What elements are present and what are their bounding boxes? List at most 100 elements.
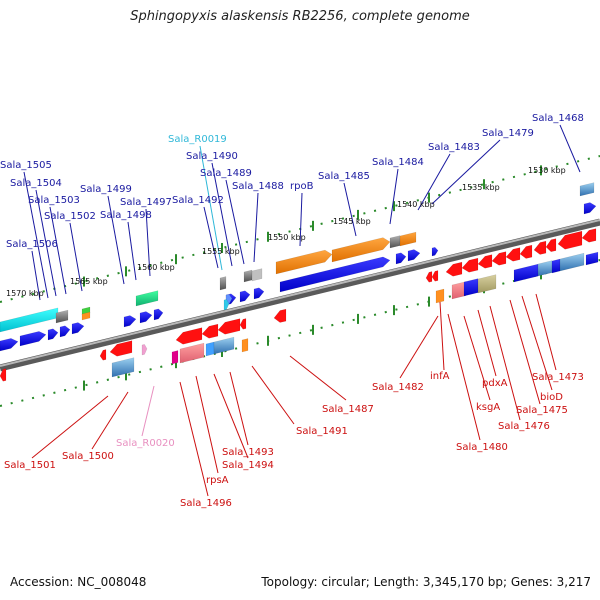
gene-feature-reverse[interactable]	[513, 263, 539, 283]
gene-feature-forward[interactable]	[139, 311, 153, 324]
gene-label[interactable]: Sala_1503	[28, 195, 80, 206]
gene-label[interactable]: pdxA	[482, 378, 508, 389]
gene-label[interactable]: Sala_1494	[222, 460, 274, 471]
gene-label[interactable]: Sala_1485	[318, 171, 370, 182]
gene-feature-reverse[interactable]	[451, 281, 467, 300]
gene-feature-forward[interactable]	[47, 328, 59, 341]
gene-feature-reverse[interactable]	[559, 252, 585, 272]
gene-feature-forward[interactable]	[407, 249, 421, 262]
gene-label[interactable]: Sala_1480	[456, 442, 508, 453]
gene-label[interactable]: Sala_1502	[44, 211, 96, 222]
gene-feature-reverse[interactable]	[109, 340, 133, 357]
gene-label[interactable]: Sala_1500	[62, 451, 114, 462]
gene-feature-forward[interactable]	[389, 235, 401, 249]
gene-feature-forward[interactable]	[135, 290, 159, 307]
gene-feature-reverse[interactable]	[545, 238, 557, 253]
gene-label[interactable]: Sala_1496	[180, 498, 232, 509]
gene-label[interactable]: Sala_1493	[222, 447, 274, 458]
gene-feature-reverse[interactable]	[175, 327, 203, 345]
gene-feature-reverse[interactable]	[491, 251, 507, 266]
gene-feature-reverse[interactable]	[273, 308, 287, 323]
gene-feature-reverse[interactable]	[461, 257, 479, 273]
gene-label[interactable]: Sala_1498	[100, 210, 152, 221]
gene-feature-forward[interactable]	[243, 269, 253, 283]
gene-feature-reverse[interactable]	[431, 270, 439, 282]
gene-label[interactable]: infA	[430, 371, 450, 382]
gene-label[interactable]: Sala_1479	[482, 128, 534, 139]
gene-label[interactable]: Sala_1487	[322, 404, 374, 415]
gene-feature-reverse[interactable]	[581, 228, 597, 243]
gene-feature-forward[interactable]	[219, 276, 227, 291]
gene-feature-forward[interactable]	[431, 246, 439, 257]
gene-label[interactable]: ksgA	[476, 402, 500, 413]
gene-label[interactable]: Sala_1497	[120, 197, 172, 208]
gene-feature-reverse[interactable]	[99, 349, 107, 361]
gene-label[interactable]: Sala_1488	[232, 181, 284, 192]
gene-label[interactable]: Sala_1501	[4, 460, 56, 471]
gene-feature-forward[interactable]	[583, 202, 597, 215]
gene-feature-reverse[interactable]	[533, 240, 547, 255]
gene-feature-reverse[interactable]	[435, 288, 445, 304]
gene-label[interactable]: Sala_1475	[516, 405, 568, 416]
gene-label[interactable]: Sala_1504	[10, 178, 62, 189]
gene-feature-reverse[interactable]	[505, 247, 521, 262]
gene-feature-forward[interactable]	[251, 268, 263, 282]
gene-label[interactable]: Sala_1489	[200, 168, 252, 179]
gene-feature-forward[interactable]	[59, 325, 71, 338]
gene-feature-reverse[interactable]	[171, 350, 179, 365]
gene-feature-reverse[interactable]	[519, 244, 533, 259]
gene-feature-forward[interactable]	[579, 182, 595, 197]
gene-label[interactable]: Sala_1482	[372, 382, 424, 393]
gene-label[interactable]: Sala_1476	[498, 421, 550, 432]
gene-feature-forward[interactable]	[19, 331, 47, 347]
gene-label[interactable]: bioD	[540, 392, 563, 403]
gene-label[interactable]: Sala_1473	[532, 372, 584, 383]
gene-feature-forward[interactable]	[0, 338, 19, 352]
gene-label[interactable]: Sala_1484	[372, 157, 424, 168]
gene-label[interactable]: Sala_1468	[532, 113, 584, 124]
gene-feature-forward[interactable]	[275, 249, 333, 275]
gene-label[interactable]: Sala_1505	[0, 160, 52, 171]
gene-feature-forward[interactable]	[331, 237, 391, 263]
gene-feature-reverse[interactable]	[477, 274, 497, 294]
gene-label[interactable]: rpsA	[206, 475, 229, 486]
gene-feature-reverse[interactable]	[111, 357, 135, 378]
gene-feature-forward[interactable]	[239, 290, 251, 303]
gene-label[interactable]: Sala_1483	[428, 142, 480, 153]
gene-feature-reverse[interactable]	[179, 342, 205, 364]
gene-feature-reverse[interactable]	[201, 323, 219, 339]
gene-feature-reverse[interactable]	[551, 258, 561, 274]
gene-feature-reverse[interactable]	[445, 261, 463, 277]
gene-feature-reverse[interactable]	[239, 318, 247, 330]
gene-feature-forward[interactable]	[253, 287, 265, 300]
gene-label[interactable]: Sala_R0020	[116, 438, 175, 449]
gene-feature-reverse[interactable]	[585, 251, 599, 266]
gene-feature-forward[interactable]	[153, 308, 164, 321]
gene-feature-forward[interactable]	[279, 256, 391, 293]
gene-feature-reverse[interactable]	[477, 254, 493, 269]
gene-label[interactable]: Sala_R0019	[168, 134, 227, 145]
gene-feature-reverse[interactable]	[205, 341, 215, 357]
gene-labels[interactable]: Sala_1505 Sala_1504 Sala_1503 Sala_1502 Sala…	[0, 113, 584, 509]
rna-feature[interactable]	[223, 299, 230, 311]
gene-label[interactable]: Sala_1499	[80, 184, 132, 195]
gene-feature-forward[interactable]	[55, 309, 69, 324]
rna-feature[interactable]	[141, 344, 148, 356]
gene-feature-forward[interactable]	[395, 252, 407, 265]
gene-feature-forward[interactable]	[123, 315, 137, 328]
gene-feature-reverse[interactable]	[425, 271, 433, 283]
gene-feature-reverse[interactable]	[0, 368, 7, 382]
gene-features[interactable]	[0, 182, 599, 382]
gene-label[interactable]: Sala_1491	[296, 426, 348, 437]
gene-feature-forward[interactable]	[71, 322, 85, 335]
gene-label[interactable]: rpoB	[290, 181, 314, 192]
gene-label[interactable]: Sala_1506	[6, 239, 58, 250]
gene-feature-reverse[interactable]	[537, 260, 553, 277]
gene-label[interactable]: Sala_1490	[186, 151, 238, 162]
gene-feature-reverse[interactable]	[241, 338, 249, 353]
gene-feature-reverse[interactable]	[463, 278, 479, 297]
gene-label[interactable]: Sala_1492	[172, 195, 224, 206]
gene-feature-forward[interactable]	[81, 311, 91, 321]
gene-feature-reverse[interactable]	[217, 318, 241, 335]
